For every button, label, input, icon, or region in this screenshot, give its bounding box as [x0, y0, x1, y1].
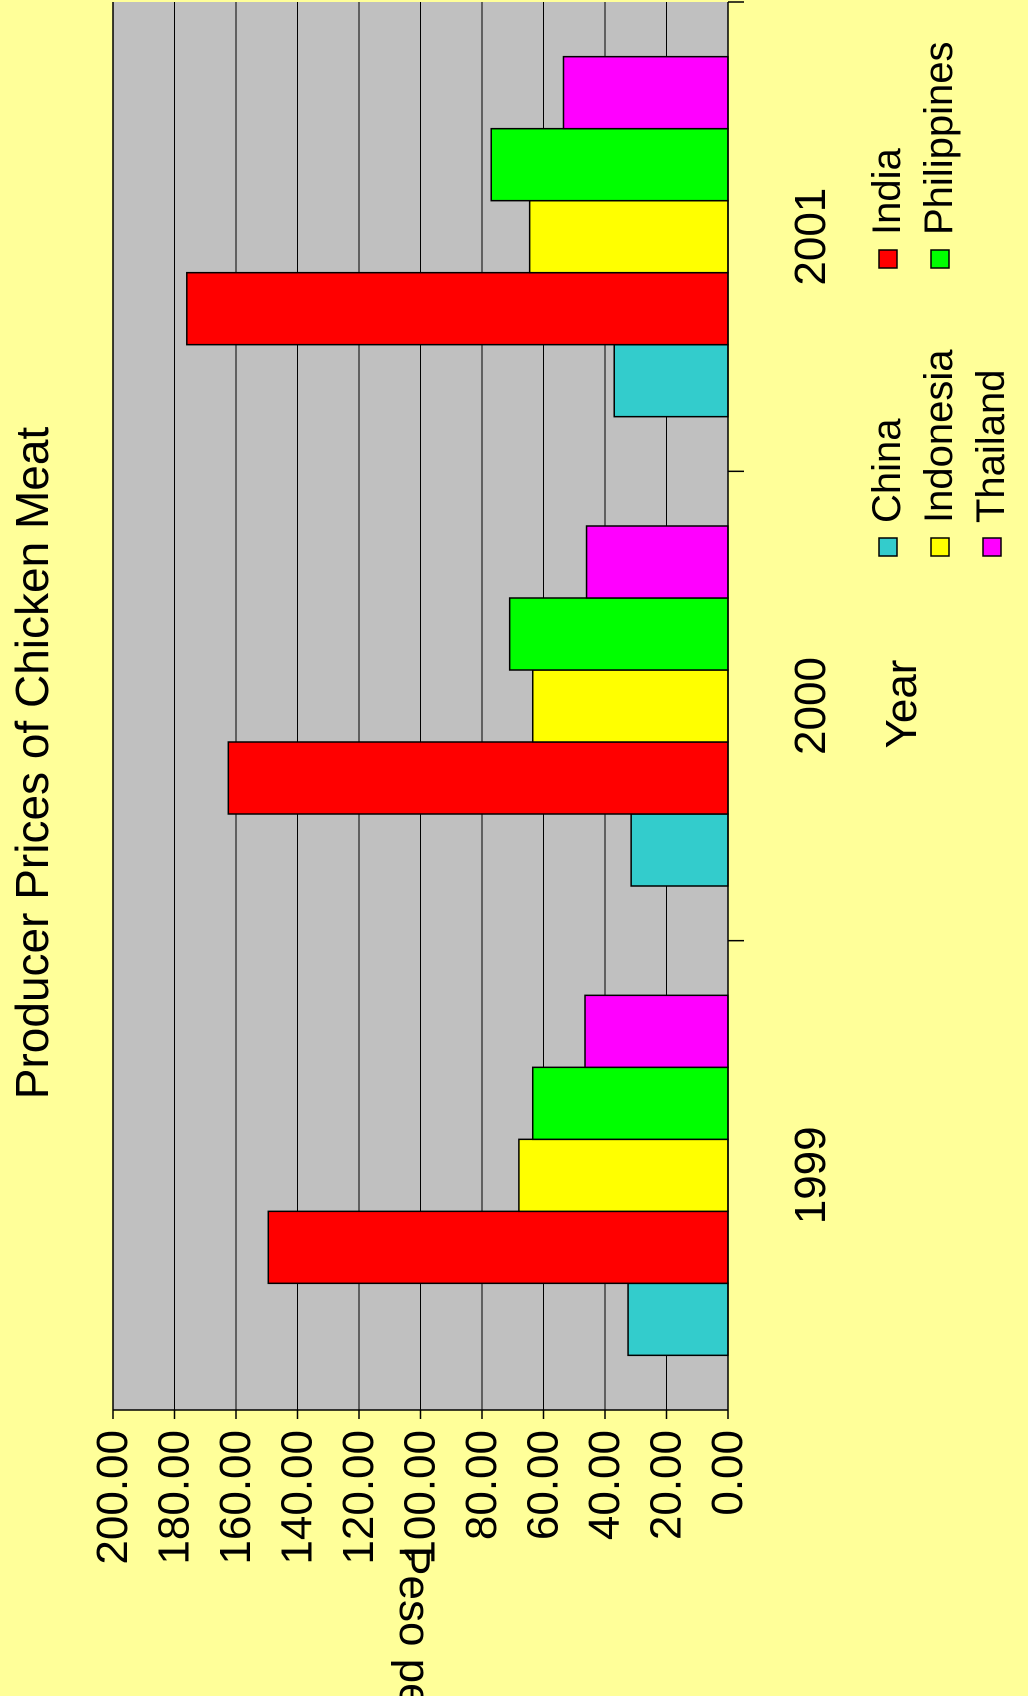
legend-label: Philippines: [917, 42, 961, 235]
bar-china-2000: [630, 813, 729, 887]
bar-indonesia-1999: [518, 1138, 729, 1213]
y-tick-label: 160.00: [211, 1430, 260, 1565]
legend-item-india: India: [865, 148, 909, 269]
x-tick-label-2000: 2000: [786, 657, 835, 755]
legend-item-indonesia: Indonesia: [917, 349, 961, 557]
bars: [186, 55, 729, 1357]
x-tick-label-1999: 1999: [786, 1126, 835, 1224]
y-tick-label: 100.00: [396, 1430, 445, 1565]
legend-label: Indonesia: [917, 349, 961, 523]
bar-philippines-2001: [490, 127, 729, 202]
legend-item-philippines: Philippines: [917, 42, 961, 269]
y-axis-title: Peso per K: [390, 1546, 439, 1696]
legend: China India Indonesia Philippines Thailand: [865, 42, 1013, 557]
bar-indonesia-2001: [528, 199, 729, 274]
x-tick-labels: 1999 2000 2001: [786, 188, 835, 1225]
y-tick-label: 180.00: [150, 1430, 199, 1565]
y-tick-label: 140.00: [273, 1430, 322, 1565]
bar-thailand-2001: [562, 55, 729, 130]
legend-label: Thailand: [969, 370, 1013, 523]
y-tick-label: 40.00: [580, 1430, 629, 1540]
y-tick-label: 60.00: [519, 1430, 568, 1540]
legend-swatch: [878, 537, 898, 557]
legend-item-thailand: Thailand: [969, 370, 1013, 557]
bar-philippines-1999: [531, 1066, 729, 1141]
bar-philippines-2000: [508, 597, 729, 671]
axes: [112, 1, 744, 1419]
chart-title: Producer Prices of Chicken Meat: [6, 427, 58, 1100]
bar-india-2000: [227, 741, 729, 815]
x-axis-title: Year: [877, 660, 926, 749]
y-tick-label: 80.00: [457, 1430, 506, 1540]
bar-china-1999: [627, 1282, 729, 1357]
legend-swatch: [930, 537, 950, 557]
legend-swatch: [878, 249, 898, 269]
bar-china-2001: [613, 343, 729, 418]
legend-swatch: [982, 537, 1002, 557]
x-tick-label-2001: 2001: [786, 188, 835, 286]
bar-indonesia-2000: [531, 669, 729, 743]
bar-thailand-2000: [585, 525, 729, 599]
legend-label: India: [865, 148, 909, 235]
legend-swatch: [930, 249, 950, 269]
y-tick-label: 0.00: [703, 1430, 752, 1516]
bar-india-2001: [186, 271, 729, 346]
y-tick-label: 120.00: [334, 1430, 383, 1565]
legend-label: China: [865, 418, 909, 523]
legend-item-china: China: [865, 418, 909, 557]
bar-thailand-1999: [584, 994, 729, 1069]
y-tick-label: 20.00: [642, 1430, 691, 1540]
y-tick-label: 200.00: [88, 1430, 137, 1565]
bar-india-1999: [267, 1210, 729, 1285]
